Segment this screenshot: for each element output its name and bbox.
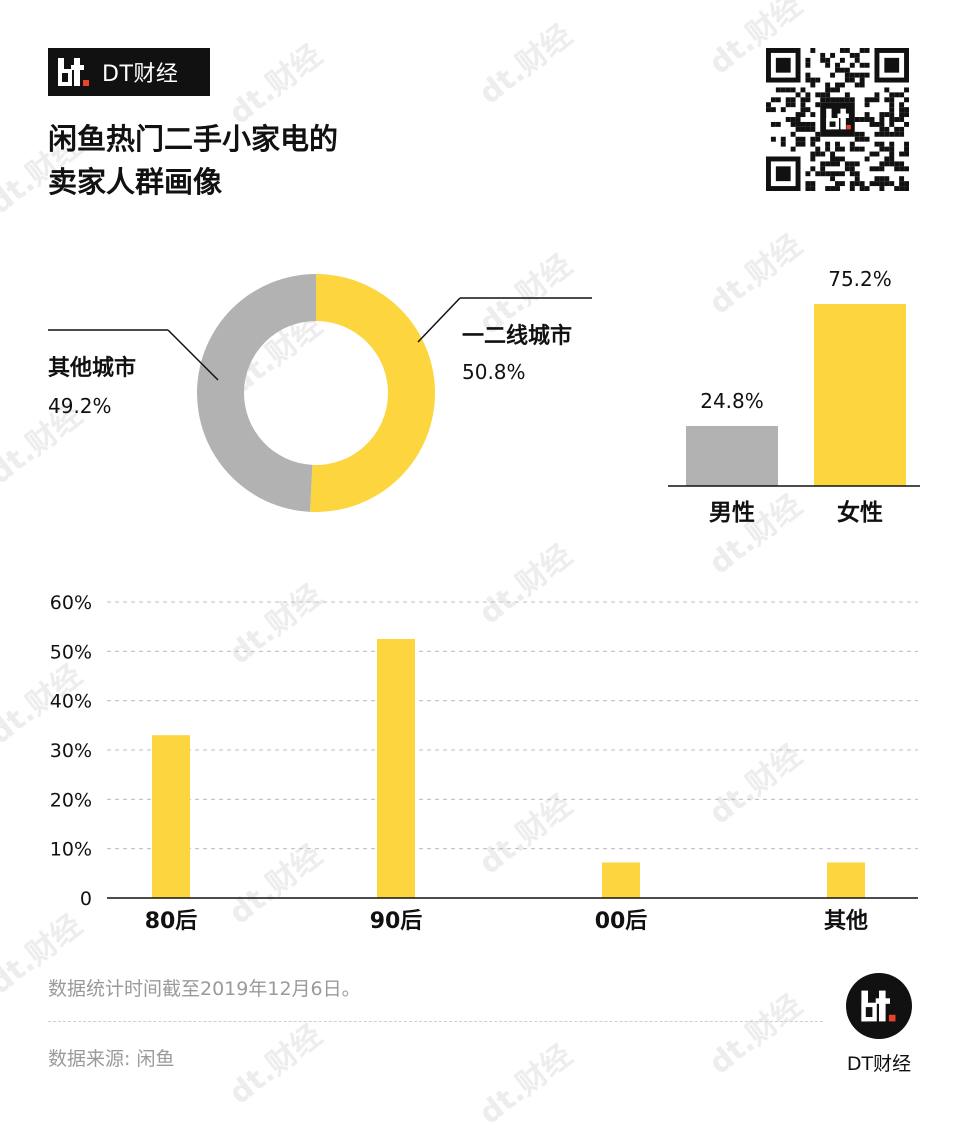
qr-code-icon xyxy=(766,48,909,191)
gender-category-label-1: 女性 xyxy=(837,499,883,526)
gender-category-label-0: 男性 xyxy=(709,500,755,526)
gender-value-label-0: 24.8% xyxy=(700,389,764,413)
donut-value-tier1: 50.8% xyxy=(462,360,526,384)
age-bar-1 xyxy=(377,639,415,898)
age-bar-chart: 0 10% 20% 30% 40% 50% 60% 80后 90后 00后 其他 xyxy=(50,592,918,934)
watermark-text: dt.财经 xyxy=(702,987,809,1082)
donut-slice-0 xyxy=(310,274,436,512)
age-ytick-label: 0 xyxy=(80,888,92,910)
footer-note: 数据统计时间截至2019年12月6日。 xyxy=(48,978,361,1000)
watermark-text: dt.财经 xyxy=(222,1017,329,1112)
gender-bar-1 xyxy=(814,304,906,486)
page-title: 闲鱼热门二手小家电的 卖家人群画像 xyxy=(48,118,338,204)
watermark-text: dt.财经 xyxy=(472,1037,579,1132)
age-category-label-0: 80后 xyxy=(145,909,198,934)
age-ytick-label: 40% xyxy=(50,691,92,713)
footer-divider xyxy=(48,1021,823,1022)
brand-name: DT财经 xyxy=(102,62,179,87)
badge-text: DT财经 xyxy=(846,1053,912,1075)
dt-badge-logo xyxy=(846,973,912,1039)
gender-bar-0 xyxy=(686,425,778,486)
donut-chart xyxy=(197,274,436,512)
donut-label-tier1: 一二线城市 xyxy=(462,324,573,349)
donut-value-other: 49.2% xyxy=(48,394,112,418)
age-bar-3 xyxy=(827,862,865,898)
age-ytick-label: 60% xyxy=(50,592,92,614)
dt-logo-icon xyxy=(58,58,89,86)
age-ytick-label: 10% xyxy=(50,839,92,861)
age-bar-0 xyxy=(152,735,190,898)
watermark-text: dt.财经 xyxy=(472,17,579,112)
gender-value-label-1: 75.2% xyxy=(828,267,892,291)
age-category-label-1: 90后 xyxy=(370,909,423,934)
age-category-label-2: 00后 xyxy=(595,909,648,934)
age-ytick-label: 50% xyxy=(50,641,92,663)
age-category-label-3: 其他 xyxy=(824,909,868,934)
age-bar-2 xyxy=(602,862,640,898)
gender-bar-chart: 24.8% 男性 75.2% 女性 xyxy=(668,267,920,526)
age-ytick-label: 20% xyxy=(50,789,92,811)
dt-badge-icon xyxy=(861,990,896,1022)
age-ytick-label: 30% xyxy=(50,740,92,762)
donut-slice-1 xyxy=(197,274,316,512)
footer-source: 数据来源: 闲鱼 xyxy=(48,1048,175,1070)
brand-tag: DT财经 xyxy=(48,48,210,96)
title-line-1: 闲鱼热门二手小家电的 xyxy=(48,122,339,156)
donut-label-other: 其他城市 xyxy=(48,356,137,381)
title-line-2: 卖家人群画像 xyxy=(48,165,223,199)
